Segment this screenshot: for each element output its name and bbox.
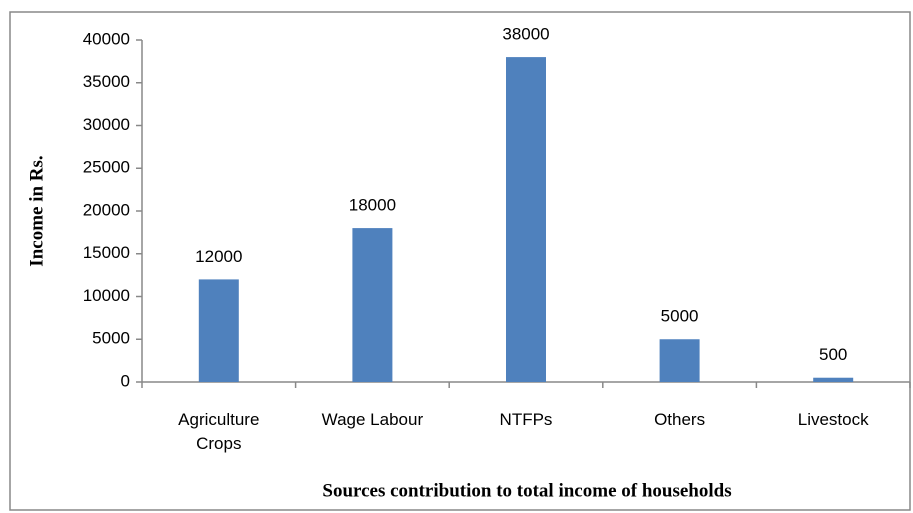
x-tick-label: Others bbox=[654, 410, 706, 429]
data-label: 18000 bbox=[349, 196, 396, 215]
y-tick-label: 30000 bbox=[83, 115, 130, 134]
y-tick-label: 35000 bbox=[83, 72, 130, 91]
data-label: 5000 bbox=[661, 307, 699, 326]
x-tick-label: Agriculture Crops bbox=[178, 410, 260, 453]
x-tick-label: Livestock bbox=[797, 410, 869, 429]
data-label: 12000 bbox=[195, 247, 242, 266]
y-axis-title: Income in Rs. bbox=[26, 155, 47, 266]
bar bbox=[352, 228, 393, 382]
bar bbox=[506, 57, 546, 382]
x-tick-label: NTFPs bbox=[499, 410, 553, 429]
data-label: 500 bbox=[819, 345, 847, 364]
chart-border bbox=[9, 11, 911, 511]
y-tick-label: 20000 bbox=[83, 200, 130, 219]
data-label: 38000 bbox=[502, 25, 549, 44]
bar bbox=[813, 377, 854, 382]
bar bbox=[198, 279, 239, 382]
y-tick-label: 40000 bbox=[83, 29, 130, 48]
y-tick-label: 0 bbox=[121, 371, 130, 390]
y-tick-label: 25000 bbox=[83, 158, 130, 177]
bar bbox=[659, 339, 700, 382]
x-axis-title: Sources contribution to total income of … bbox=[322, 480, 731, 501]
y-tick-label: 5000 bbox=[92, 329, 130, 348]
y-tick-label: 15000 bbox=[83, 243, 130, 262]
y-tick-label: 10000 bbox=[83, 286, 130, 305]
x-tick-label: Wage Labour bbox=[321, 410, 424, 429]
